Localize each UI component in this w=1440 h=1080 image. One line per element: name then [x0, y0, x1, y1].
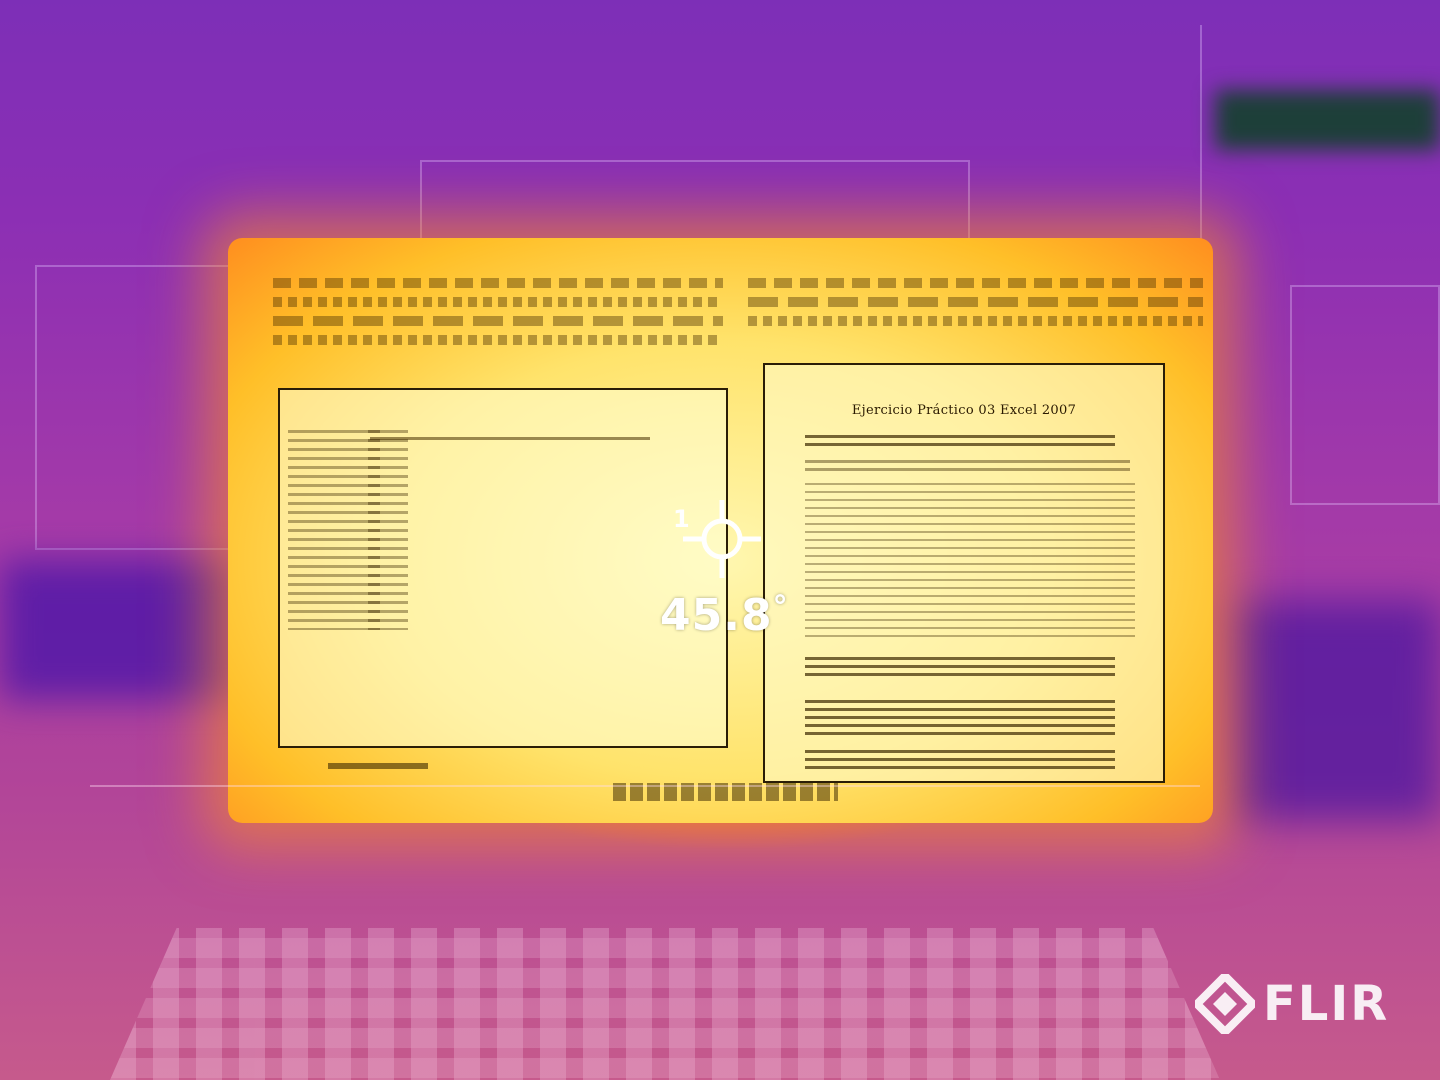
document-page: Ejercicio Práctico 03 Excel 2007	[763, 363, 1165, 783]
document-text	[805, 460, 1130, 472]
crosshair-icon	[683, 500, 761, 578]
cool-area-left	[0, 560, 240, 700]
document-ribbon	[748, 278, 1203, 368]
laptop-hinge	[90, 785, 1200, 799]
temperature-value: 45.8	[660, 590, 773, 641]
document-text	[805, 657, 1115, 681]
laptop-screen: Ejercicio Práctico 03 Excel 2007	[228, 238, 1213, 823]
temperature-unit: °	[772, 590, 789, 625]
sheet-scrollbar	[328, 763, 428, 769]
document-text	[805, 700, 1115, 736]
document-title: Ejercicio Práctico 03 Excel 2007	[851, 403, 1077, 418]
background-right-object	[1290, 285, 1440, 505]
taskbar-icons	[613, 783, 838, 801]
cold-spot	[1215, 90, 1440, 150]
document-text	[805, 750, 1115, 772]
spreadsheet-ribbon	[273, 278, 723, 368]
flir-logo: FLIR	[1195, 972, 1389, 1036]
spreadsheet-pane	[278, 388, 728, 748]
laptop-keyboard	[110, 928, 1220, 1080]
temperature-readout: 45.8°	[660, 590, 789, 641]
document-text	[805, 435, 1115, 449]
brand-name: FLIR	[1263, 976, 1390, 1032]
spreadsheet-cells	[288, 430, 408, 630]
background-left-object	[35, 265, 245, 550]
document-table	[805, 483, 1135, 638]
spot-index: 1	[673, 505, 690, 533]
flir-diamond-icon	[1195, 974, 1255, 1034]
cool-area-right	[1230, 600, 1440, 820]
